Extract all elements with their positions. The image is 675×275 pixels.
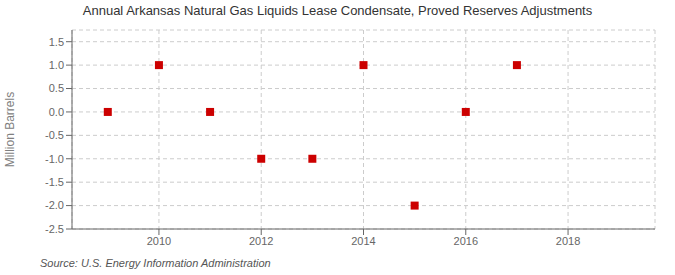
svg-text:2014: 2014 xyxy=(351,235,375,247)
html-text:Source: U.S. Energy Informatio: Source: U.S. Energy Information Administ… xyxy=(40,257,271,269)
svg-text:1.5: 1.5 xyxy=(49,36,64,48)
svg-text:2010: 2010 xyxy=(147,235,171,247)
svg-text:Million Barrels: Million Barrels xyxy=(8,92,17,167)
html-text:Annual Arkansas Natural Gas Li: Annual Arkansas Natural Gas Liquids Leas… xyxy=(82,3,593,18)
svg-text:-1.5: -1.5 xyxy=(45,176,64,188)
svg-text:2016: 2016 xyxy=(454,235,478,247)
svg-text:0.5: 0.5 xyxy=(49,82,64,94)
svg-text:-2.5: -2.5 xyxy=(45,223,64,235)
svg-text:2012: 2012 xyxy=(249,235,273,247)
svg-text:-2.0: -2.0 xyxy=(45,199,64,211)
svg-text:1.0: 1.0 xyxy=(49,59,64,71)
svg-text:0.0: 0.0 xyxy=(49,106,64,118)
svg-text:2018: 2018 xyxy=(556,235,580,247)
svg-text:-1.0: -1.0 xyxy=(45,153,64,165)
svg-text:-0.5: -0.5 xyxy=(45,129,64,141)
